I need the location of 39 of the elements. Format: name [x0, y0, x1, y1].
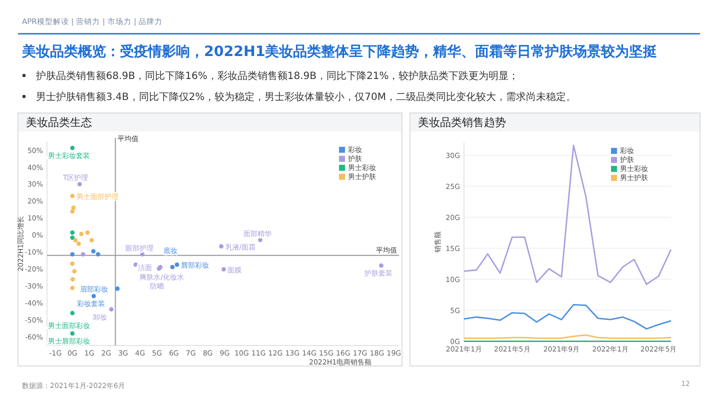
point	[73, 238, 78, 242]
point	[70, 286, 75, 290]
point	[379, 263, 384, 268]
text: 男士护肤销售额3.4B，同比下降仅2%，较为稳定，男士彩妆体量较小，仅70M，二级品类同比变化较大，需求尚未稳定。	[36, 91, 576, 103]
text: 护肤品类销售额68.9B，同比下降16%，彩妆品类销售额18.9B，同比下降21%，较护肤品类下跌更为明显；	[35, 70, 519, 82]
point	[89, 238, 94, 242]
line-series	[463, 144, 672, 285]
point	[71, 205, 76, 210]
text: 美妆品类概览：受疫情影响，2022H1美妆品类整体呈下降趋势，精华、面霜等日常护肤场景较为坚挺	[21, 43, 658, 60]
point	[219, 244, 224, 249]
point	[70, 331, 75, 336]
point	[96, 252, 100, 257]
point	[70, 261, 75, 266]
point	[174, 262, 180, 267]
point	[170, 264, 175, 270]
point	[70, 209, 75, 214]
point	[72, 269, 77, 274]
point	[91, 249, 96, 254]
point	[70, 230, 75, 235]
point	[79, 232, 84, 236]
point	[70, 236, 75, 240]
point	[80, 252, 86, 257]
point	[258, 238, 262, 242]
point	[221, 267, 226, 272]
point	[70, 146, 75, 150]
chart-title: 美妆品类销售趋势	[418, 116, 506, 129]
line-series	[463, 304, 672, 330]
point	[92, 294, 96, 298]
point	[77, 182, 82, 186]
point	[70, 310, 75, 316]
point	[76, 241, 81, 246]
point	[70, 252, 75, 257]
point	[85, 230, 90, 235]
point	[70, 277, 75, 282]
point	[70, 194, 75, 198]
point	[109, 307, 114, 312]
chart-title: 美妆品类生态	[26, 116, 92, 129]
point	[115, 286, 120, 291]
point	[140, 252, 144, 257]
